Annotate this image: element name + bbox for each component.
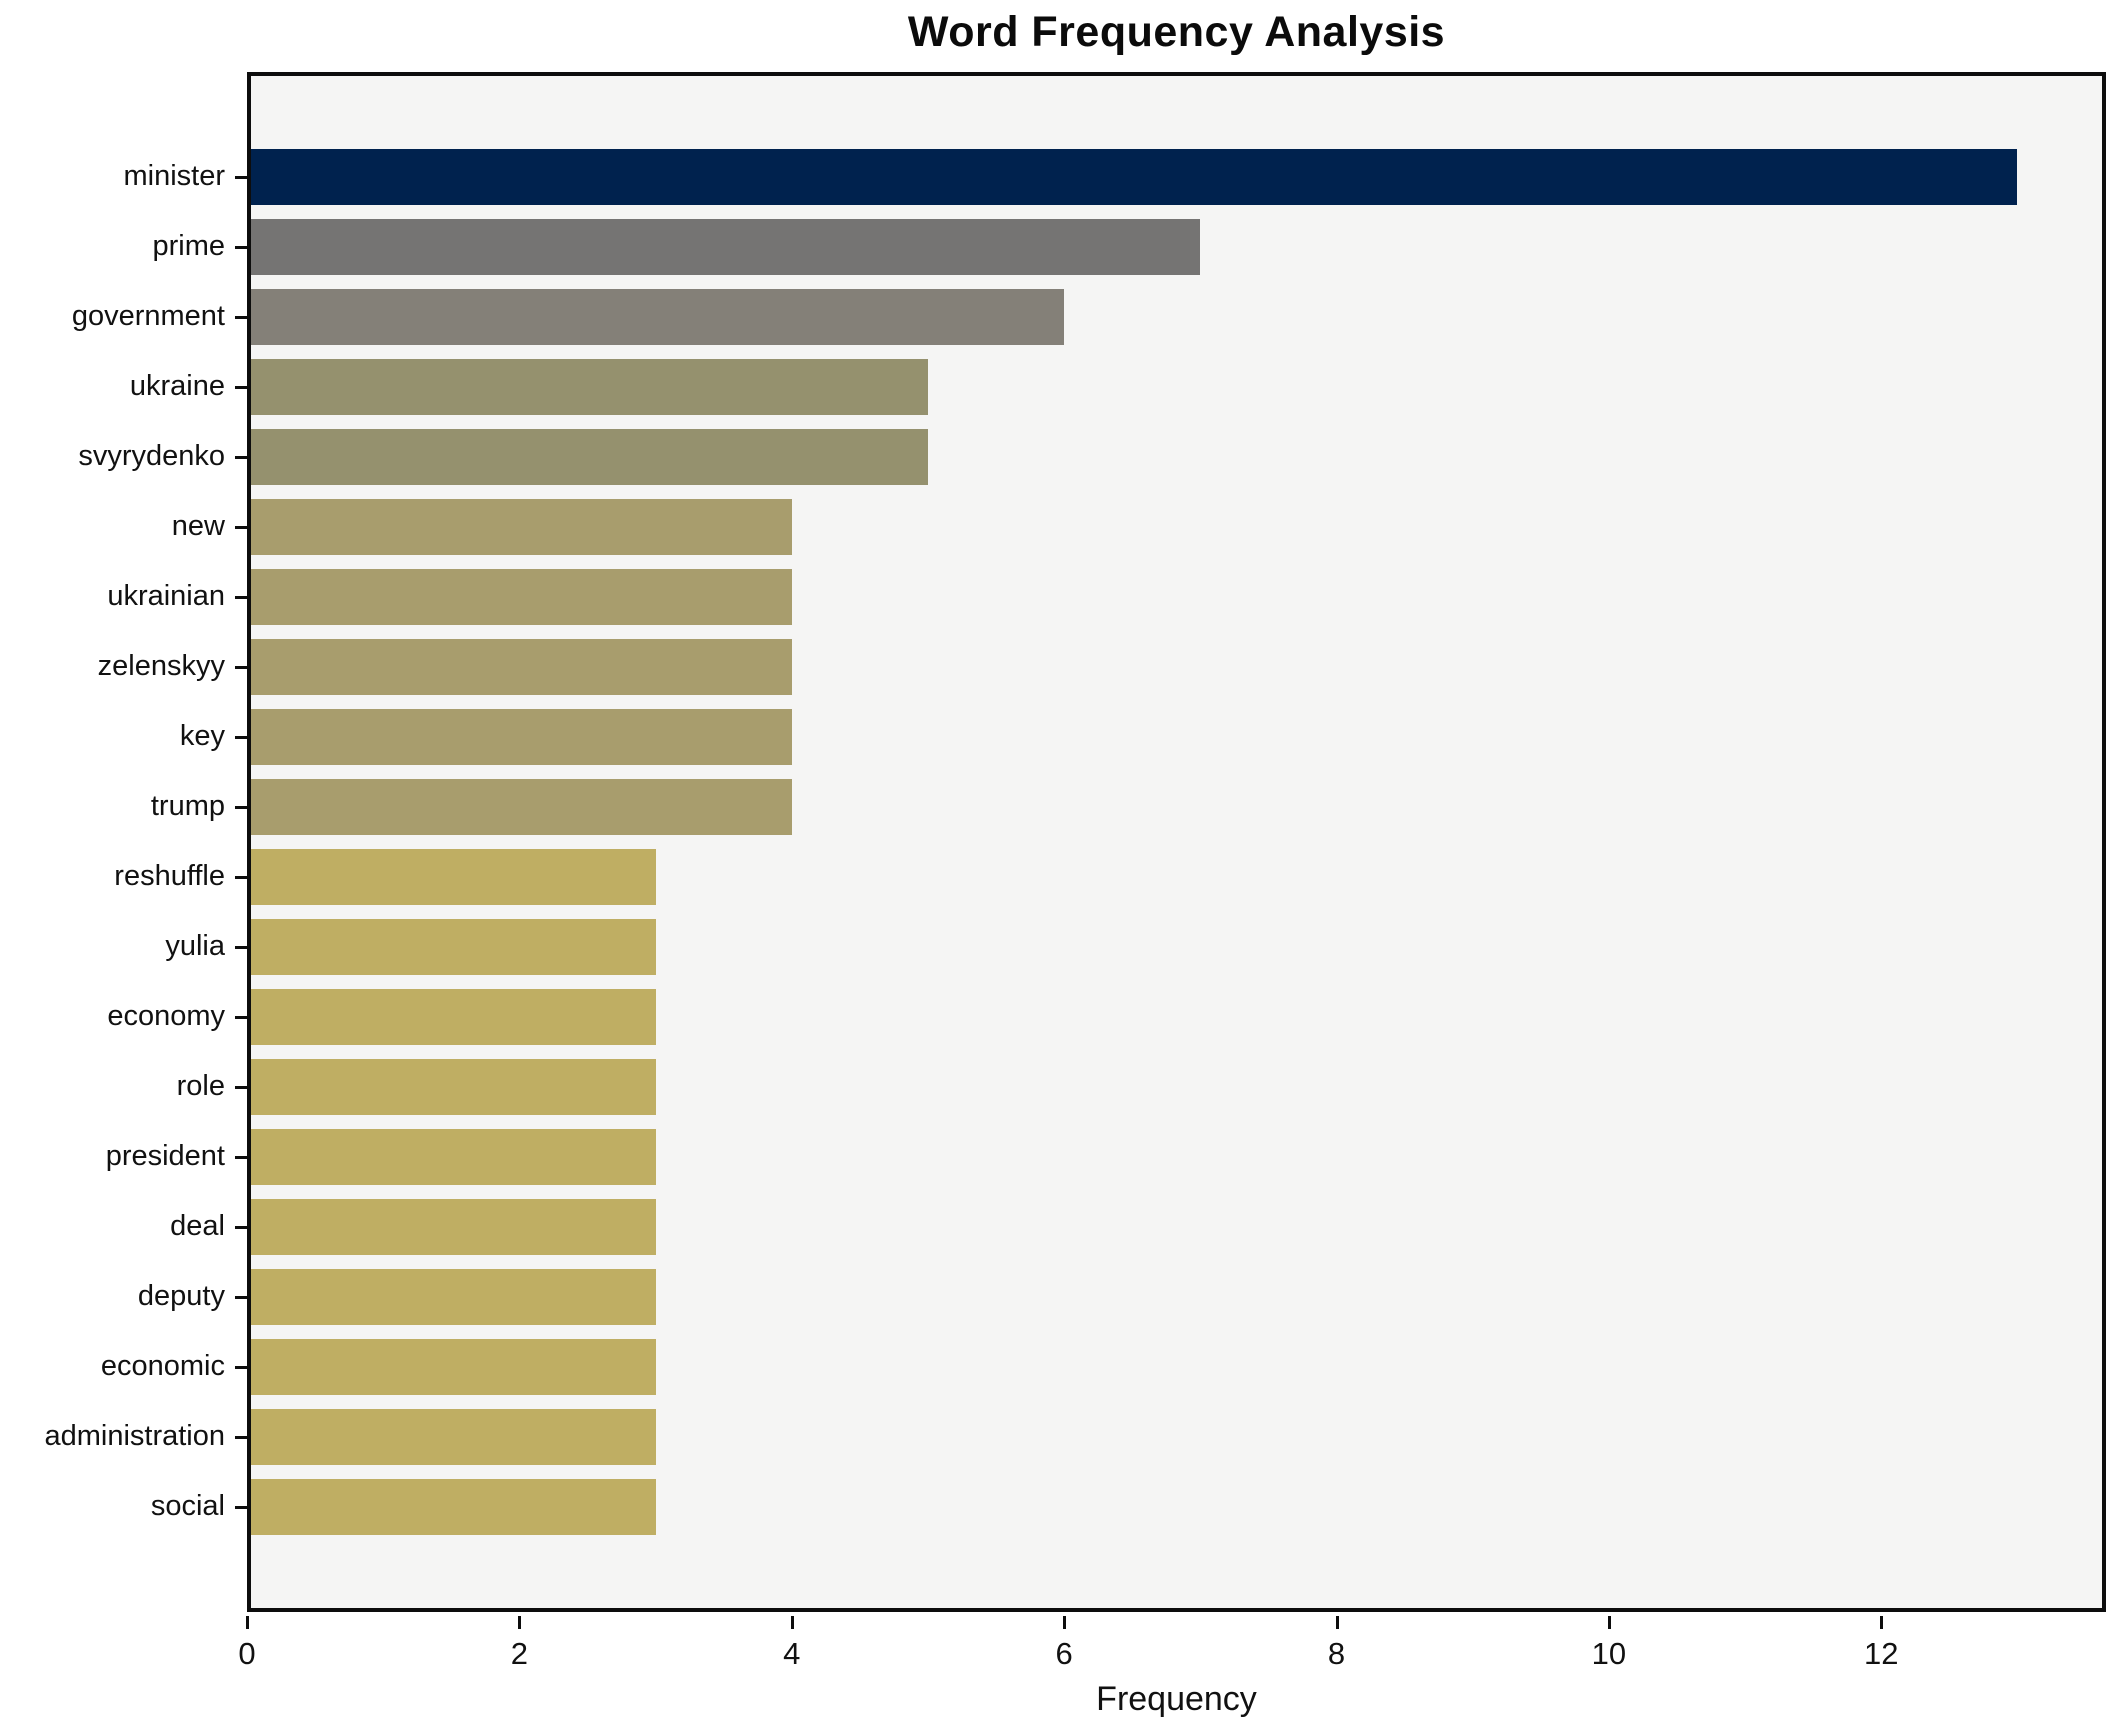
x-tick-label-6: 6 [1055, 1636, 1073, 1671]
y-tick-mark [235, 176, 247, 179]
y-tick-label-ukraine: ukraine [129, 370, 225, 402]
x-tick-mark [246, 1616, 249, 1629]
y-tick-label-social: social [150, 1490, 225, 1522]
bar-role [251, 1059, 656, 1115]
bar-deputy [251, 1269, 656, 1325]
y-tick-label-key: key [179, 720, 225, 752]
bar-economic [251, 1339, 656, 1395]
y-tick-mark [235, 876, 247, 879]
y-tick-mark [235, 386, 247, 389]
x-tick-label-0: 0 [238, 1636, 256, 1671]
y-tick-mark [235, 1086, 247, 1089]
x-tick-label-10: 10 [1591, 1636, 1627, 1671]
bar-administration [251, 1409, 656, 1465]
bar-key [251, 709, 792, 765]
y-tick-label-trump: trump [150, 790, 225, 822]
y-tick-mark [235, 946, 247, 949]
y-tick-label-president: president [105, 1140, 225, 1172]
x-tick-mark [1063, 1616, 1067, 1629]
y-tick-label-government: government [71, 300, 225, 332]
x-axis-label: Frequency [1096, 1680, 1257, 1718]
y-tick-mark [235, 1506, 247, 1509]
bar-minister [251, 149, 2018, 205]
y-tick-label-reshuffle: reshuffle [114, 860, 225, 892]
y-tick-mark [235, 1016, 247, 1019]
bar-ukrainian [251, 569, 792, 625]
y-tick-mark [235, 596, 247, 599]
bar-yulia [251, 919, 656, 975]
y-tick-mark [235, 456, 247, 459]
bar-president [251, 1129, 656, 1185]
y-tick-mark [235, 316, 247, 319]
y-tick-label-deputy: deputy [137, 1280, 225, 1312]
x-tick-mark [1607, 1616, 1611, 1629]
x-tick-mark [790, 1616, 794, 1629]
y-tick-mark [235, 666, 247, 669]
x-tick-mark [518, 1616, 522, 1629]
bar-economy [251, 989, 656, 1045]
bar-reshuffle [251, 849, 656, 905]
y-tick-mark [235, 736, 247, 739]
bar-prime [251, 219, 1201, 275]
y-tick-mark [235, 1296, 247, 1299]
y-tick-label-economy: economy [107, 1000, 225, 1032]
chart-title: Word Frequency Analysis [907, 8, 1446, 56]
bar-trump [251, 779, 792, 835]
y-tick-mark [235, 1436, 247, 1439]
x-tick-mark [1880, 1616, 1884, 1629]
y-tick-label-deal: deal [170, 1210, 225, 1242]
y-tick-mark [235, 1366, 247, 1369]
y-tick-label-yulia: yulia [165, 930, 225, 962]
bar-new [251, 499, 792, 555]
x-tick-label-12: 12 [1864, 1636, 1899, 1671]
y-tick-label-administration: administration [44, 1420, 225, 1452]
y-tick-label-new: new [171, 510, 225, 542]
y-tick-label-prime: prime [152, 230, 225, 262]
bar-government [251, 289, 1065, 345]
y-tick-label-ukrainian: ukrainian [107, 580, 225, 612]
x-tick-label-8: 8 [1327, 1636, 1346, 1671]
y-tick-mark [235, 246, 247, 249]
bar-social [251, 1479, 656, 1535]
y-tick-label-role: role [176, 1070, 225, 1102]
y-tick-mark [235, 1156, 247, 1159]
bar-zelenskyy [251, 639, 792, 695]
x-tick-label-2: 2 [510, 1636, 528, 1671]
y-tick-label-economic: economic [100, 1350, 225, 1382]
y-tick-label-minister: minister [123, 160, 225, 192]
x-tick-mark [1335, 1616, 1339, 1629]
bar-svyrydenko [251, 429, 928, 485]
bar-ukraine [251, 359, 928, 415]
y-tick-mark [235, 806, 247, 809]
x-tick-label-4: 4 [783, 1636, 801, 1671]
y-tick-label-zelenskyy: zelenskyy [97, 650, 225, 682]
y-tick-label-svyrydenko: svyrydenko [78, 440, 225, 472]
y-tick-mark [235, 1226, 247, 1229]
y-tick-mark [235, 526, 247, 529]
bar-deal [251, 1199, 656, 1255]
